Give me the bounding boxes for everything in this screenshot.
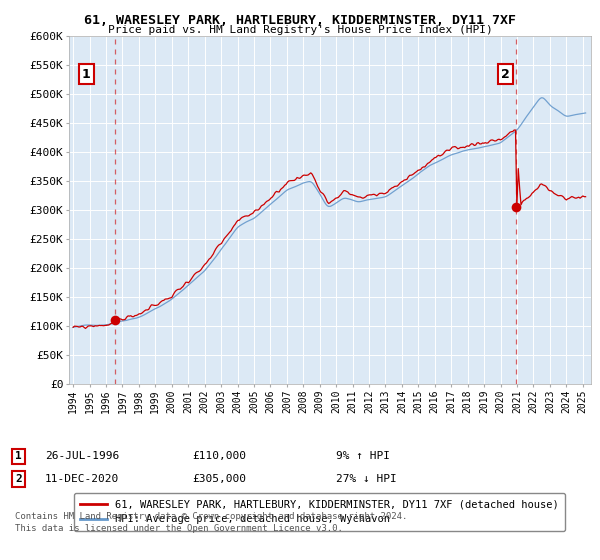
Text: 2: 2: [15, 474, 22, 484]
Text: £305,000: £305,000: [192, 474, 246, 484]
Text: 1: 1: [15, 451, 22, 461]
Text: £110,000: £110,000: [192, 451, 246, 461]
Text: Contains HM Land Registry data © Crown copyright and database right 2024.
This d: Contains HM Land Registry data © Crown c…: [15, 512, 407, 533]
Text: Price paid vs. HM Land Registry's House Price Index (HPI): Price paid vs. HM Land Registry's House …: [107, 25, 493, 35]
Text: 11-DEC-2020: 11-DEC-2020: [45, 474, 119, 484]
Text: 2: 2: [501, 68, 510, 81]
Text: 1: 1: [82, 68, 91, 81]
Legend: 61, WARESLEY PARK, HARTLEBURY, KIDDERMINSTER, DY11 7XF (detached house), HPI: Av: 61, WARESLEY PARK, HARTLEBURY, KIDDERMIN…: [74, 493, 565, 531]
Text: 26-JUL-1996: 26-JUL-1996: [45, 451, 119, 461]
Text: 61, WARESLEY PARK, HARTLEBURY, KIDDERMINSTER, DY11 7XF: 61, WARESLEY PARK, HARTLEBURY, KIDDERMIN…: [84, 14, 516, 27]
Text: 27% ↓ HPI: 27% ↓ HPI: [336, 474, 397, 484]
Text: 9% ↑ HPI: 9% ↑ HPI: [336, 451, 390, 461]
